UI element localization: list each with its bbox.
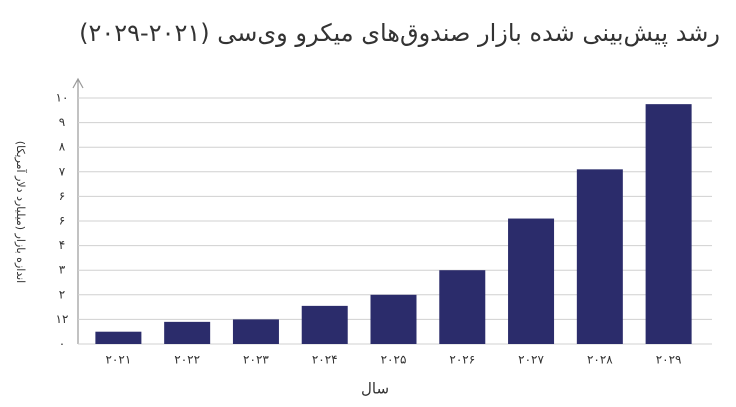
bar xyxy=(95,331,142,344)
y-axis-label: اندازه بازار (میلیارد دلار آمریکا) xyxy=(14,141,28,283)
bar xyxy=(508,218,555,344)
bar xyxy=(645,104,692,345)
bar xyxy=(576,169,623,344)
y-axis-arrow xyxy=(72,77,84,89)
y-tick-label: ۰ xyxy=(59,337,65,351)
y-tick-label: ۲ xyxy=(59,287,65,301)
y-tick-label: ۷ xyxy=(59,164,66,178)
x-axis-label: سال xyxy=(361,380,389,398)
y-tick-label: ۸ xyxy=(59,140,66,154)
y-tick-label: ۳ xyxy=(59,263,66,277)
x-tick-label: ۲۰۲۸ xyxy=(587,353,613,367)
x-tick-label: ۲۰۲۹ xyxy=(656,353,682,367)
y-tick-label: ۹ xyxy=(59,115,65,129)
y-tick-label: ۱۲ xyxy=(56,312,69,326)
x-tick-label: ۲۰۲۴ xyxy=(312,353,338,367)
y-tick-label: ۴ xyxy=(59,238,65,252)
bar xyxy=(439,270,486,344)
chart-title: رشد پیش‌بینی شده بازار صندوق‌های میکرو و… xyxy=(79,19,720,47)
x-tick-label: ۲۰۲۳ xyxy=(243,353,269,367)
y-tick-label: ۶ xyxy=(59,189,65,203)
bar xyxy=(164,321,211,344)
bar xyxy=(370,294,417,344)
y-tick-label: ۱۰ xyxy=(56,91,69,105)
x-tick-label: ۲۰۲۱ xyxy=(105,353,131,367)
bar xyxy=(301,305,348,344)
x-tick-label: ۲۰۲۵ xyxy=(381,353,407,367)
x-tick-label: ۲۰۲۲ xyxy=(174,353,200,367)
bar xyxy=(232,319,279,344)
y-tick-label: ۶ xyxy=(59,214,65,228)
x-tick-label: ۲۰۲۶ xyxy=(449,353,475,367)
x-tick-label: ۲۰۲۷ xyxy=(518,353,544,367)
